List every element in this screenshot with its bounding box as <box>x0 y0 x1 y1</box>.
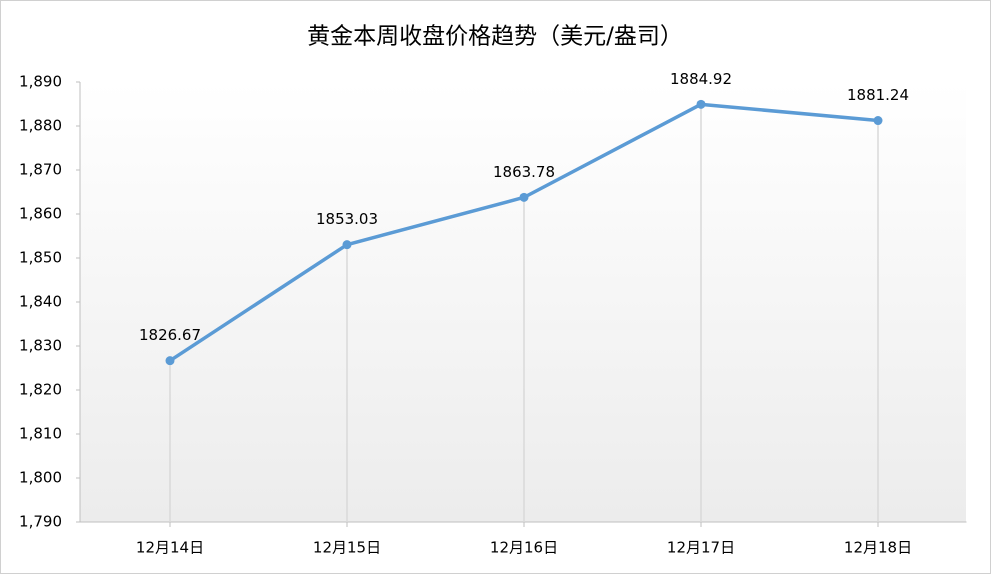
point <box>342 240 352 250</box>
data-label: 1884.92 <box>670 70 732 88</box>
y-tick-label: 1,880 <box>19 117 62 135</box>
data-label: 1863.78 <box>493 163 555 181</box>
chart-title: 黄金本周收盘价格趋势（美元/盎司） <box>307 24 683 50</box>
plot-area <box>80 82 966 522</box>
y-tick-label: 1,800 <box>19 469 62 487</box>
y-tick-label: 1,790 <box>19 513 62 531</box>
x-tick-label: 12月16日 <box>490 539 558 557</box>
data-label: 1826.67 <box>139 326 201 344</box>
point <box>165 356 175 366</box>
y-tick-label: 1,870 <box>19 161 62 179</box>
x-tick-label: 12月17日 <box>667 539 735 557</box>
x-tick-label: 12月18日 <box>844 539 912 557</box>
x-tick-label: 12月14日 <box>136 539 204 557</box>
point <box>519 192 529 202</box>
y-tick-label: 1,840 <box>19 293 62 311</box>
y-tick-label: 1,810 <box>19 425 62 443</box>
y-tick-label: 1,830 <box>19 337 62 355</box>
point <box>873 116 883 126</box>
data-label: 1853.03 <box>316 210 378 228</box>
y-tick-label: 1,890 <box>19 73 62 91</box>
data-label: 1881.24 <box>847 86 909 104</box>
x-tick-label: 12月15日 <box>313 539 381 557</box>
point <box>696 99 706 109</box>
y-tick-label: 1,850 <box>19 249 62 267</box>
y-tick-label: 1,860 <box>19 205 62 223</box>
y-tick-label: 1,820 <box>19 381 62 399</box>
